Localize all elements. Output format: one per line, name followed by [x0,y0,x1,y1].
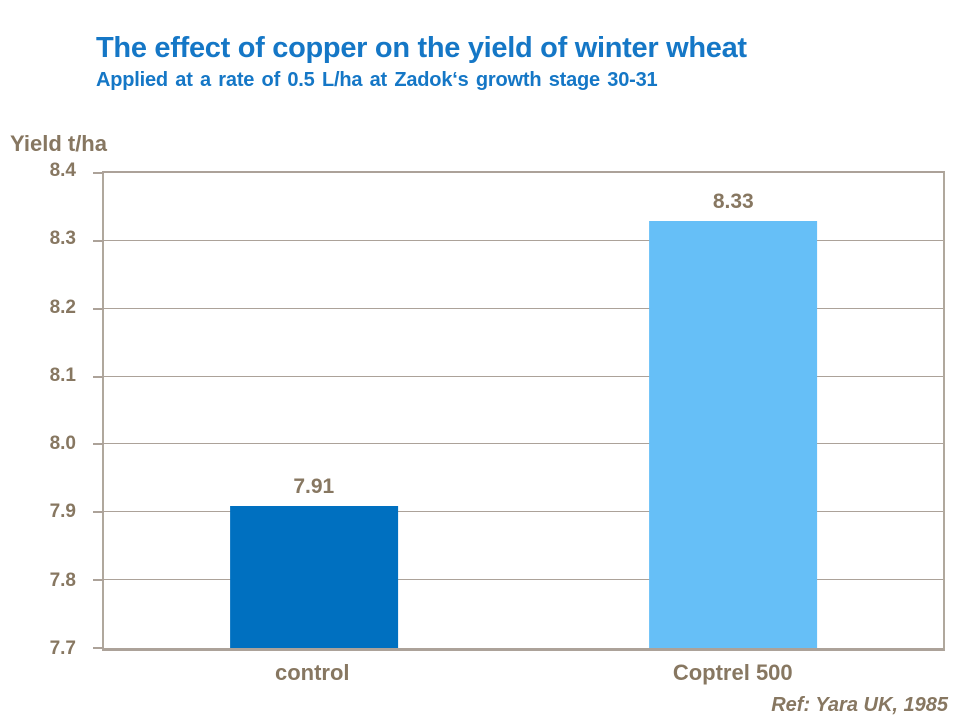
y-tick-label-7.8: 7.8 [49,569,76,591]
y-tick-label-8.1: 8.1 [49,364,76,386]
y-tick-mark-7.9 [93,511,104,514]
y-tick-mark-8.4 [93,172,104,174]
reference-note: Ref: Yara UK, 1985 [771,694,948,716]
y-tick-label-8.4: 8.4 [49,160,76,181]
bar-coptrel-500 [649,220,818,648]
y-axis-tick-labels: 8.4 8.3 8.2 8.1 8.0 7.9 7.8 7.7 [0,160,90,659]
y-tick-label-7.9: 7.9 [49,501,76,523]
chart-title: The effect of copper on the yield of win… [96,32,747,64]
y-tick-mark-8.1 [93,375,104,378]
y-axis-title: Yield t/ha [10,131,107,156]
y-tick-mark-8.3 [93,239,104,242]
x-axis-label-coptrel-500: Coptrel 500 [672,660,793,685]
chart-subtitle: Applied at a rate of 0.5 L/ha at Zadok‘s… [96,69,658,91]
plot-area: 7.91 8.33 [93,171,945,651]
x-axis-label-control: control [274,660,350,685]
y-tick-mark-8.2 [93,307,104,310]
x-axis-tick-labels: control Coptrel 500 [102,660,943,690]
y-tick-mark-8.0 [93,443,104,446]
gridline-8.1 [104,375,943,377]
gridline-8.3 [104,239,943,241]
bar-value-label-control: 7.91 [293,474,335,498]
y-tick-label-8.2: 8.2 [49,296,76,318]
y-tick-label-7.7: 7.7 [49,638,76,659]
y-tick-label-8.3: 8.3 [49,228,76,250]
y-tick-label-8.0: 8.0 [49,433,76,455]
bar-control [229,505,398,648]
gridline-7.9 [104,511,943,513]
gridline-8.2 [104,307,943,309]
gridline-7.8 [104,579,943,581]
y-tick-mark-7.8 [93,579,104,582]
y-tick-mark-7.7 [93,647,104,649]
bar-value-label-coptrel-500: 8.33 [712,189,754,213]
gridline-8.0 [104,443,943,445]
